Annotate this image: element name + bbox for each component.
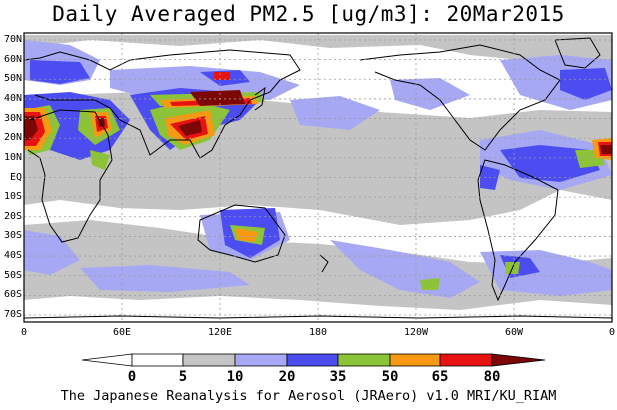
colorbar-swatch (182, 353, 236, 367)
lon-label: 0 (608, 327, 616, 338)
lon-label: 60E (112, 327, 132, 338)
colorbar-tick-label: 50 (381, 369, 399, 385)
colorbar-swatch (286, 353, 339, 367)
antarctica-coast (23, 315, 613, 319)
colorbar-swatch (337, 353, 391, 367)
lat-label: EQ (9, 171, 22, 183)
colorbar-arrow-high (491, 353, 546, 367)
lon-label: 120W (403, 327, 429, 338)
north-america-coast (359, 44, 561, 151)
colorbar-tick-label: 65 (431, 369, 449, 385)
lat-label: 60N (3, 53, 22, 65)
lon-label: 60W (504, 327, 524, 338)
colorbar (81, 353, 546, 367)
eurasia-coast (23, 49, 301, 159)
colorbar-swatch (389, 353, 441, 367)
nz-coast (319, 254, 329, 273)
lat-label: 10S (3, 191, 22, 203)
colorbar-swatch (234, 353, 288, 367)
lon-label: 0 (20, 327, 28, 338)
colorbar-tick-label: 80 (483, 369, 501, 385)
lon-label: 180 (308, 327, 328, 338)
lat-label: 30S (3, 230, 22, 242)
lat-label: 50S (3, 269, 22, 281)
colorbar-tick-label: 10 (226, 369, 244, 385)
africa-coast (27, 109, 113, 243)
lat-label: 20N (3, 132, 22, 144)
coastlines (23, 37, 613, 319)
graticule (24, 33, 612, 322)
south-america-coast (477, 159, 559, 302)
lat-label: 10N (3, 151, 22, 163)
greenland-coast (554, 37, 601, 69)
colorbar-swatch (439, 353, 493, 367)
colorbar-tick-label: 0 (127, 369, 137, 385)
australia-coast (197, 204, 286, 263)
japan-coast (254, 86, 266, 111)
colorbar-tick-label: 5 (178, 369, 188, 385)
lat-label: 30N (3, 112, 22, 124)
colorbar-swatch (131, 353, 184, 367)
colorbar-arrow-low (81, 353, 133, 367)
colorbar-tick-label: 35 (329, 369, 347, 385)
map-frame (23, 32, 613, 323)
lat-label: 40S (3, 250, 22, 262)
lat-label: 20S (3, 210, 22, 222)
map-title: Daily Averaged PM2.5 [ug/m3]: 20Mar2015 (52, 2, 565, 26)
lon-label: 120E (207, 327, 233, 338)
level-80-plus-areas (24, 90, 612, 154)
footer-credit: The Japanese Reanalysis for Aerosol (JRA… (60, 388, 557, 404)
colorbar-tick-label: 20 (278, 369, 296, 385)
lat-label: 50N (3, 73, 22, 85)
lat-label: 60S (3, 289, 22, 301)
lat-label: 70S (3, 309, 22, 320)
lat-label: 70N (3, 34, 22, 45)
lat-label: 40N (3, 92, 22, 104)
